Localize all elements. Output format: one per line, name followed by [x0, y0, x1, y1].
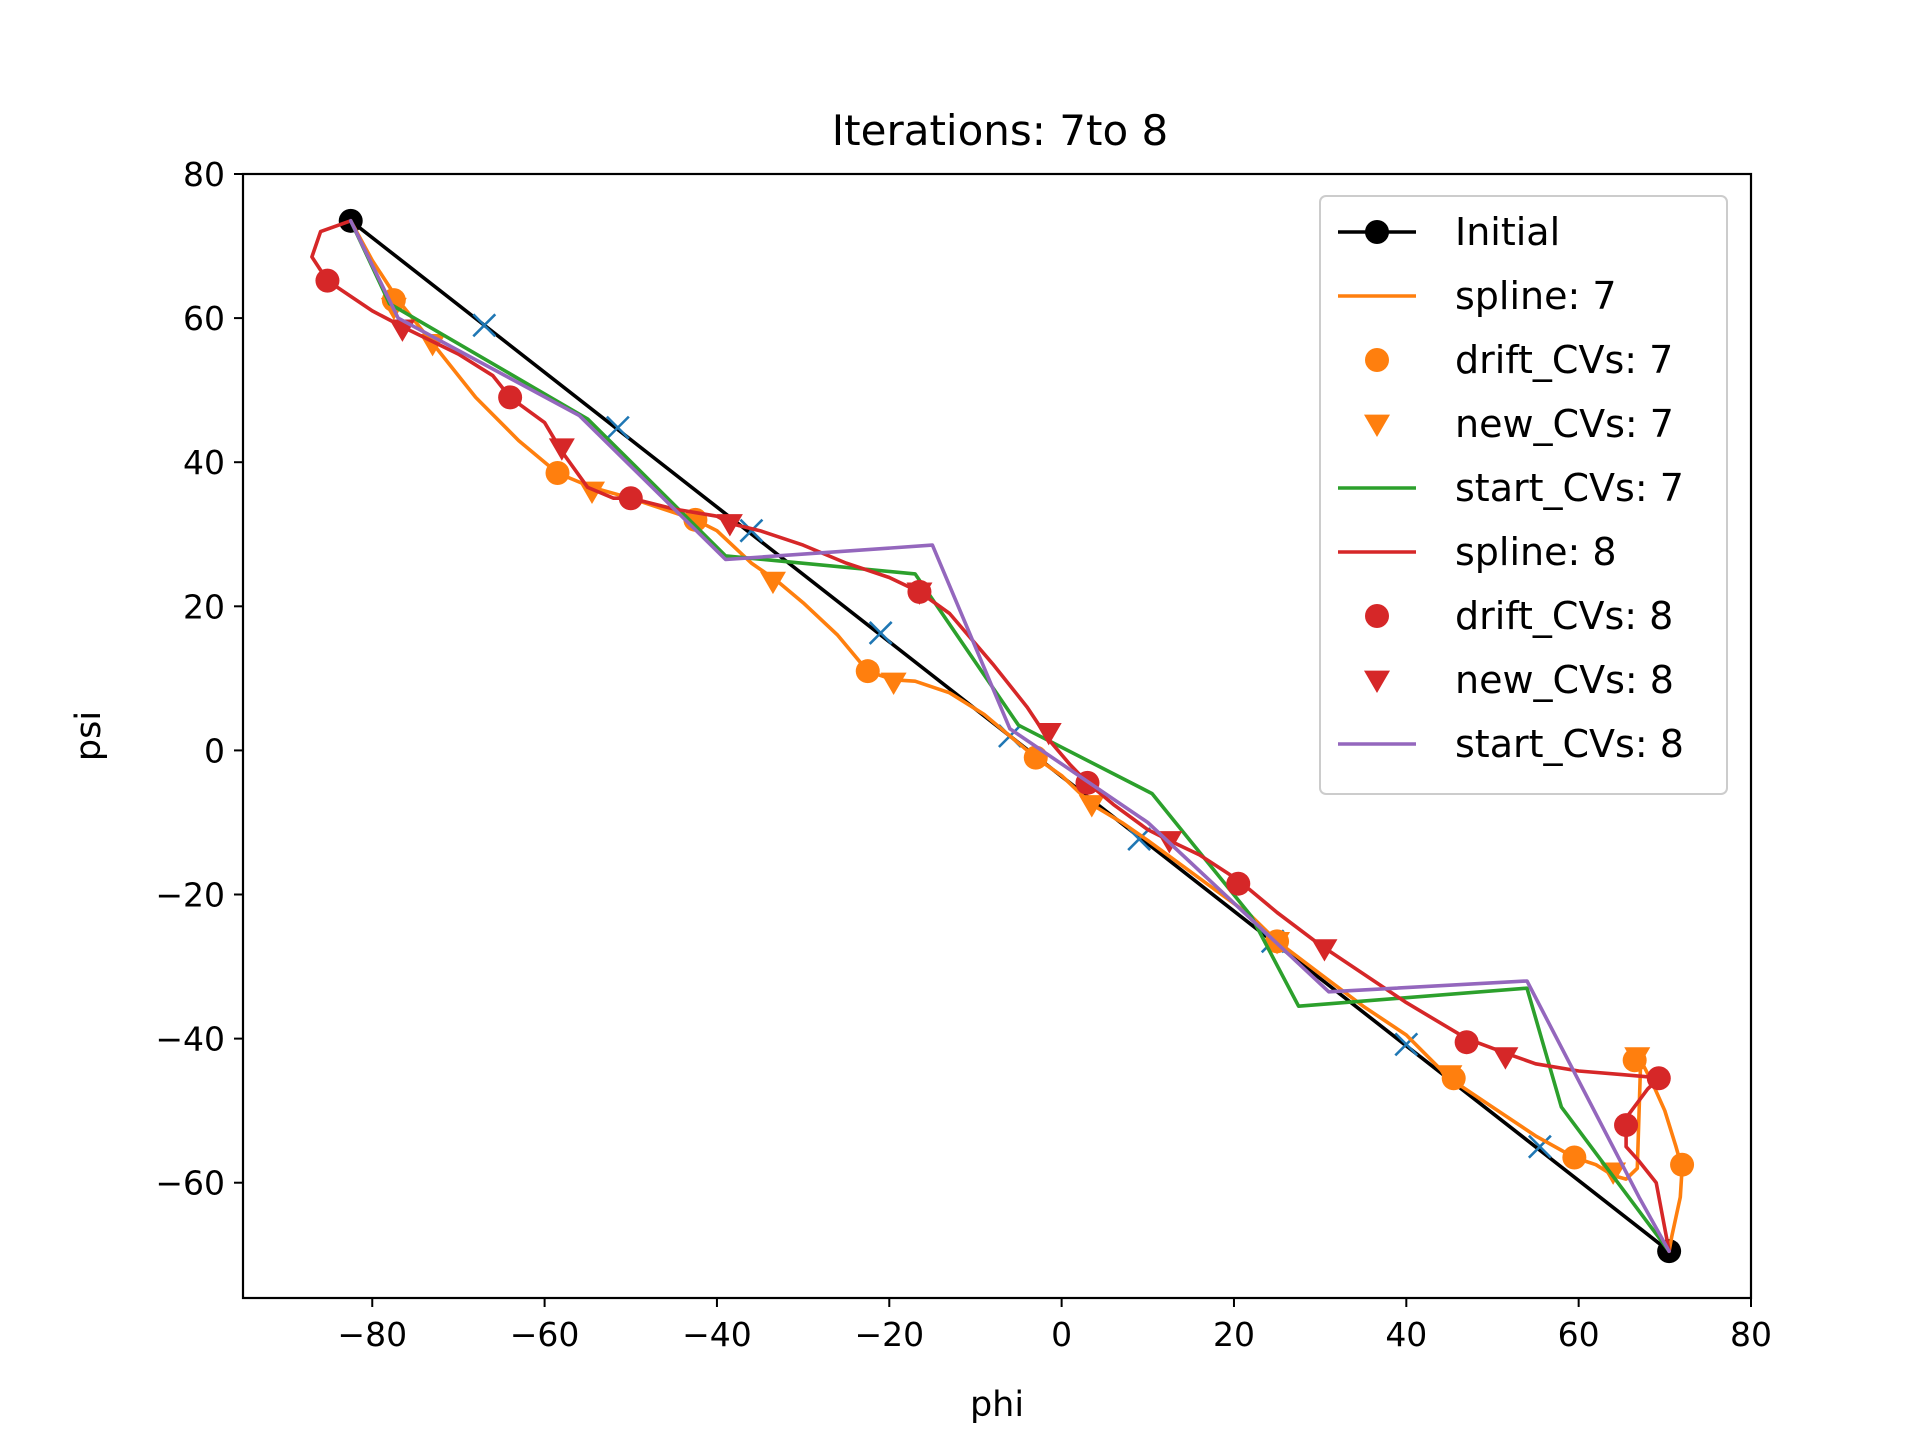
- x-tick-label: −80: [337, 1315, 407, 1354]
- legend-label: new_CVs: 7: [1455, 402, 1674, 446]
- y-tick-label: 40: [183, 443, 225, 482]
- start-cvs-7-line: [348, 219, 1671, 1253]
- legend-entry-start-cvs-8: start_CVs: 8: [1338, 722, 1684, 766]
- marker-series-1-point: [605, 415, 630, 440]
- drift-cvs-8-point: [1646, 1066, 1671, 1091]
- drift-cvs-7-point: [1562, 1145, 1587, 1170]
- drift-cvs-7-point: [855, 659, 880, 684]
- new-cvs-7-point: [880, 672, 907, 695]
- drift-cvs-8-point: [315, 268, 340, 293]
- legend-entry-drift-cvs-8: drift_CVs: 8: [1365, 594, 1673, 638]
- x-tick-label: 40: [1385, 1315, 1427, 1354]
- new-cvs-7-point: [1624, 1047, 1651, 1070]
- chart-title: Iterations: 7to 8: [832, 106, 1169, 155]
- marker-series-1-point: [868, 621, 893, 645]
- drift-cvs-8-point: [498, 385, 523, 410]
- drift-cvs-7-point: [1023, 745, 1048, 770]
- legend-handle-marker: [1365, 604, 1389, 628]
- y-tick-label: 80: [183, 155, 225, 194]
- legend-entry-drift-cvs-7: drift_CVs: 7: [1365, 338, 1673, 382]
- drift-cvs-8-point: [1226, 871, 1251, 896]
- legend-label: new_CVs: 8: [1455, 658, 1674, 702]
- x-tick-label: −60: [510, 1315, 580, 1354]
- marker-series-1-point: [1394, 1032, 1419, 1057]
- legend-label: drift_CVs: 7: [1455, 338, 1673, 382]
- legend-handle-marker: [1364, 670, 1390, 693]
- drift-cvs-8-point: [1454, 1030, 1479, 1055]
- y-tick-label: 60: [183, 299, 225, 338]
- marker-series-1-point: [1527, 1134, 1552, 1159]
- new-cvs-8-point: [548, 438, 575, 461]
- legend-handle-marker: [1365, 220, 1389, 244]
- x-tick-label: 60: [1558, 1315, 1600, 1354]
- y-tick-label: 20: [183, 587, 225, 626]
- drift-cvs-7-point: [1670, 1152, 1695, 1177]
- y-tick-label: −40: [155, 1020, 225, 1059]
- plot-frame: [241, 172, 1753, 1300]
- legend-entry-new-cvs-8: new_CVs: 8: [1364, 658, 1674, 702]
- drift-cvs-8-point: [618, 486, 643, 511]
- new-cvs-8-point: [716, 514, 743, 537]
- series-new-cvs-8: [389, 319, 1519, 1070]
- x-tick-label: 80: [1730, 1315, 1772, 1354]
- new-cvs-7-point: [1436, 1065, 1463, 1088]
- y-tick-label: −20: [155, 876, 225, 915]
- series-start-cvs-8: [348, 219, 1671, 1253]
- y-tick-label: 0: [204, 731, 225, 770]
- marker-series-1-point: [739, 518, 764, 543]
- new-cvs-7-point: [1078, 795, 1105, 818]
- legend-box: [1319, 195, 1728, 795]
- legend-label: start_CVs: 8: [1455, 722, 1684, 766]
- plot-series: [310, 208, 1695, 1264]
- new-cvs-8-point: [1492, 1047, 1519, 1070]
- x-axis-label: phi: [970, 1385, 1024, 1425]
- legend-label: spline: 7: [1455, 274, 1617, 318]
- x-axis: −80 −60 −40 −20 0 20 40 60 80: [337, 1298, 1772, 1354]
- series-marker-series-1: [472, 313, 1552, 1159]
- legend-label: start_CVs: 7: [1455, 466, 1684, 510]
- y-axis: −60 −40 −20 0 20 40 60 80: [155, 155, 243, 1203]
- marker-series-1-point: [472, 313, 497, 338]
- new-cvs-8-point: [1311, 939, 1338, 962]
- legend-label: Initial: [1455, 210, 1560, 254]
- drift-cvs-7-point: [545, 461, 570, 486]
- new-cvs-7-point: [759, 571, 786, 595]
- legend-label: drift_CVs: 8: [1455, 594, 1673, 638]
- legend-entry-new-cvs-7: new_CVs: 7: [1364, 402, 1674, 446]
- legend-entry-spline-8: spline: 8: [1338, 530, 1617, 574]
- legend: Initial spline: 7 drift_CVs: 7 new_CVs: 7 st…: [1319, 195, 1728, 795]
- y-axis-label: psi: [69, 711, 109, 761]
- x-tick-label: 20: [1213, 1315, 1255, 1354]
- drift-cvs-8-point: [1614, 1113, 1639, 1138]
- start-cvs-8-line: [348, 219, 1671, 1253]
- marker-series-1-point: [1127, 827, 1152, 851]
- new-cvs-8-point: [906, 582, 933, 605]
- legend-label: spline: 8: [1455, 530, 1617, 574]
- legend-entry-initial: Initial: [1338, 210, 1560, 254]
- x-tick-label: 0: [1051, 1315, 1072, 1354]
- series-start-cvs-7: [348, 219, 1671, 1253]
- legend-entry-start-cvs-7: start_CVs: 7: [1338, 466, 1684, 510]
- legend-handle-marker: [1364, 414, 1390, 437]
- legend-handle-marker: [1365, 348, 1389, 372]
- new-cvs-8-point: [1035, 723, 1062, 746]
- legend-entry-spline-7: spline: 7: [1338, 274, 1617, 318]
- x-tick-label: −40: [682, 1315, 752, 1354]
- y-tick-label: −60: [155, 1164, 225, 1203]
- x-tick-label: −20: [854, 1315, 924, 1354]
